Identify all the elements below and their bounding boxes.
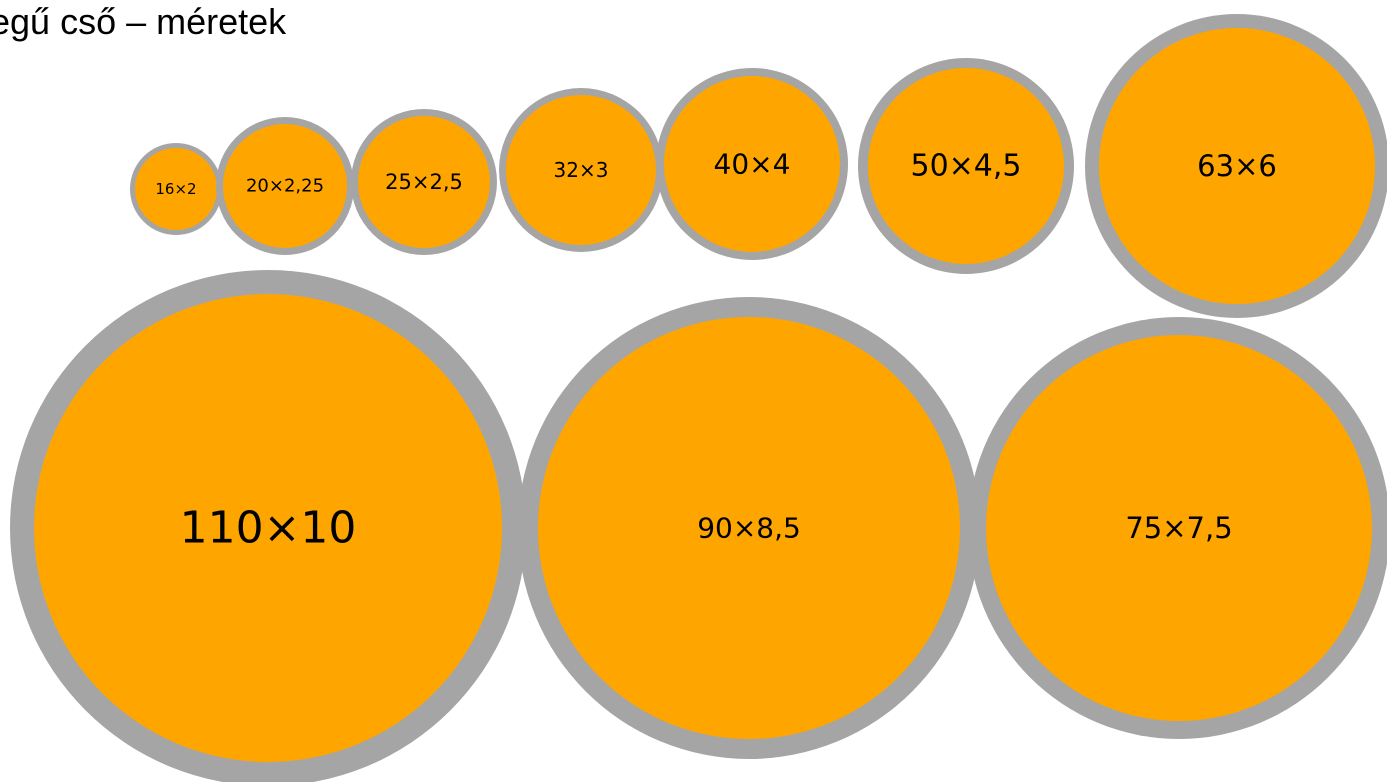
pipe-size-label: 25×2,5 <box>385 170 463 194</box>
pipe-0: 16×2 <box>130 143 222 235</box>
pipe-3: 32×3 <box>499 88 663 252</box>
pipe-size-label: 110×10 <box>180 503 357 554</box>
pipe-bore <box>135 148 217 230</box>
pipe-bore <box>664 76 840 252</box>
pipe-bore <box>986 335 1372 721</box>
pipe-2: 25×2,5 <box>351 109 497 255</box>
pipe-size-label: 20×2,25 <box>246 176 324 197</box>
pipe-size-label: 63×6 <box>1197 149 1277 183</box>
pipe-1: 20×2,25 <box>216 117 354 255</box>
pipe-size-label: 75×7,5 <box>1125 511 1232 545</box>
pipe-bore <box>868 68 1064 264</box>
pipe-bore <box>34 294 502 762</box>
pipe-6: 63×6 <box>1085 14 1387 318</box>
pipe-bore <box>506 95 656 245</box>
pipe-size-label: 40×4 <box>714 148 791 181</box>
pipe-8: 90×8,5 <box>518 297 980 759</box>
pipe-size-label: 90×8,5 <box>697 512 801 545</box>
pipe-5: 50×4,5 <box>858 58 1074 274</box>
pipe-bore <box>358 116 490 248</box>
pipe-bore <box>223 124 347 248</box>
pipe-bore <box>1099 28 1375 304</box>
pipe-size-label: 32×3 <box>554 158 609 182</box>
pipe-7: 110×10 <box>10 270 526 782</box>
pipe-4: 40×4 <box>656 68 848 260</box>
pipe-size-label: 16×2 <box>155 180 196 198</box>
pipe-9: 75×7,5 <box>968 317 1387 739</box>
pipe-bore <box>538 317 960 739</box>
pipe-size-label: 50×4,5 <box>910 149 1021 184</box>
page-title: egű cső – méretek <box>0 1 287 42</box>
